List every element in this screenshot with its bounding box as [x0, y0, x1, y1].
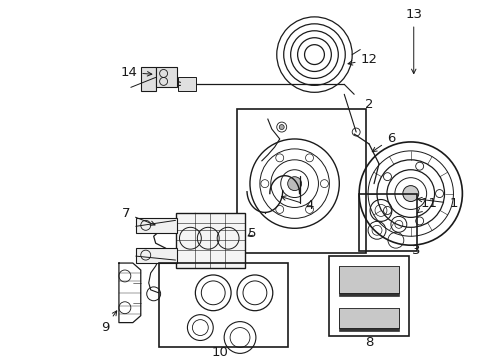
Bar — [136, 219, 177, 233]
Text: 13: 13 — [405, 8, 421, 73]
Polygon shape — [339, 308, 398, 328]
Text: 3: 3 — [412, 244, 420, 257]
Polygon shape — [339, 266, 398, 293]
Bar — [358, 194, 416, 251]
Text: 7: 7 — [122, 207, 155, 225]
Text: 12: 12 — [347, 53, 377, 66]
Text: 4: 4 — [281, 196, 313, 212]
Polygon shape — [339, 328, 398, 330]
Text: 14: 14 — [120, 66, 151, 79]
Text: 5: 5 — [247, 227, 256, 240]
Bar — [136, 248, 177, 263]
Text: 6: 6 — [371, 132, 394, 152]
Text: 1: 1 — [417, 197, 457, 210]
Polygon shape — [339, 293, 398, 296]
Bar — [175, 213, 244, 268]
Circle shape — [287, 177, 301, 190]
Circle shape — [402, 186, 418, 202]
Bar — [329, 256, 408, 336]
Bar — [178, 77, 196, 91]
Text: 2: 2 — [364, 98, 372, 111]
Text: 8: 8 — [364, 336, 372, 349]
Circle shape — [279, 125, 284, 130]
Bar — [237, 109, 366, 253]
Bar — [158, 263, 287, 347]
Bar — [155, 67, 177, 87]
Text: 9: 9 — [101, 311, 117, 334]
Text: 10: 10 — [211, 346, 228, 359]
Bar — [141, 67, 155, 91]
Text: 11: 11 — [416, 197, 436, 213]
